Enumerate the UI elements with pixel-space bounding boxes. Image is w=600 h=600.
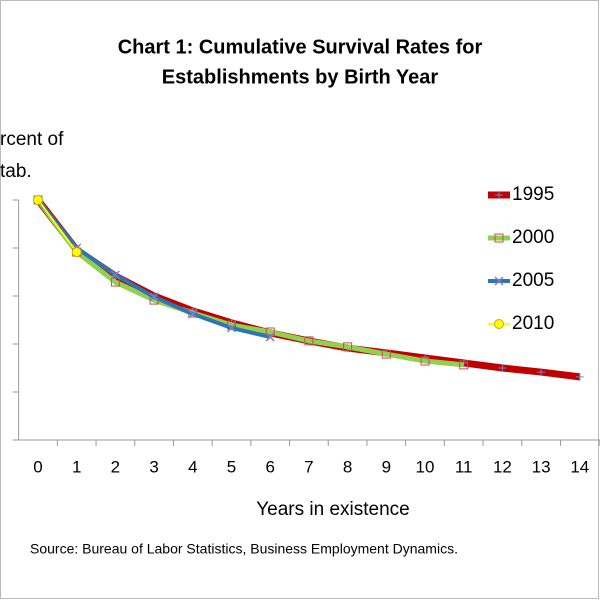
x-tick-label: 6: [265, 457, 274, 476]
x-tick-label: 10: [416, 457, 435, 476]
legend-marker: [495, 191, 503, 199]
x-tick-label: 7: [304, 457, 313, 476]
marker: [149, 292, 159, 302]
legend-label: 2010: [512, 313, 554, 334]
marker: [71, 247, 82, 258]
legend-marker: [494, 319, 504, 329]
series-line: [37, 199, 78, 253]
x-axis-label: Years in existence: [256, 499, 410, 520]
marker: [226, 323, 237, 333]
marker: [265, 332, 275, 342]
marker: [420, 356, 430, 366]
legend-marker: [494, 276, 504, 286]
marker: [33, 195, 43, 205]
marker: [343, 342, 353, 352]
marker: [110, 270, 120, 280]
x-tick-label: 5: [227, 457, 236, 476]
source-note: Source: Bureau of Labor Statistics, Busi…: [30, 541, 458, 557]
chart-title: Establishments by Birth Year: [162, 66, 439, 88]
x-tick-label: 1: [72, 457, 81, 476]
legend-label: 2000: [512, 227, 554, 248]
x-tick-label: 4: [188, 457, 197, 476]
legend-label: 1995: [512, 184, 554, 205]
marker: [304, 336, 314, 346]
series-line: [35, 198, 464, 368]
x-tick-label: 14: [570, 457, 589, 476]
x-tick-label: 0: [33, 457, 42, 476]
legend-label: 2005: [512, 270, 554, 291]
x-tick-label: 9: [382, 457, 391, 476]
marker: [459, 360, 469, 370]
x-tick-label: 8: [343, 457, 352, 476]
marker: [498, 364, 507, 372]
x-tick-label: 13: [532, 457, 551, 476]
x-tick-label: 12: [493, 457, 512, 476]
legend-marker: [494, 233, 504, 243]
marker: [537, 368, 546, 377]
x-tick-label: 2: [111, 457, 120, 476]
marker: [188, 309, 198, 319]
x-tick-label: 11: [455, 457, 473, 476]
marker: [110, 277, 120, 287]
x-tick-label: 3: [149, 457, 158, 476]
marker: [575, 372, 584, 381]
chart-title: Chart 1: Cumulative Survival Rates for: [118, 36, 483, 58]
marker: [381, 349, 391, 359]
y-axis-label: rcent of: [0, 129, 64, 150]
y-axis-label: tab.: [0, 161, 32, 182]
